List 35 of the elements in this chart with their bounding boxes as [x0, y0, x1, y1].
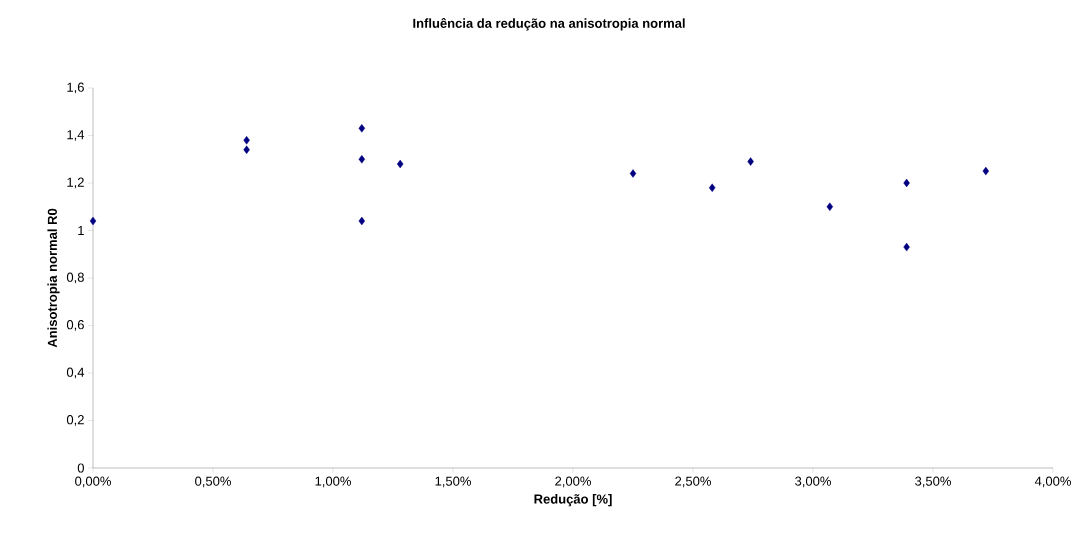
y-tick-label: 1	[78, 226, 84, 235]
point	[903, 178, 910, 188]
y-tick-label: 0,8	[66, 272, 84, 284]
point	[629, 169, 637, 178]
x-tick-label: 0,00%	[75, 476, 111, 488]
x-tick-label: 2,50%	[675, 476, 711, 488]
y-tick-label: 0,2	[66, 415, 84, 426]
point	[709, 183, 716, 192]
point	[358, 155, 366, 164]
point	[243, 145, 250, 154]
y-axis-title: Anisotropia normal R0	[47, 208, 60, 348]
y-tick-label: 1,6	[67, 82, 84, 94]
y-tick-label: 1,4	[67, 130, 85, 141]
point	[243, 136, 250, 145]
point	[397, 159, 404, 169]
x-tick-label: 1,00%	[315, 476, 351, 488]
x-tick-label: 4,00%	[1034, 476, 1071, 488]
x-tick-label: 0,50%	[195, 476, 231, 488]
point	[826, 202, 833, 211]
point	[747, 157, 754, 166]
x-axis-title: Redução [%]	[534, 494, 612, 507]
point	[89, 216, 97, 226]
x-tick-label: 3,00%	[795, 476, 831, 488]
chart-title: Influência da redução na anisotropia normal	[413, 18, 685, 31]
point	[358, 216, 366, 226]
y-tick-label: 0	[77, 463, 84, 473]
point	[903, 242, 910, 252]
x-tick-label: 2,00%	[555, 476, 591, 488]
y-tick-label: 0,4	[66, 367, 85, 379]
y-tick-label: 1,2	[67, 177, 84, 189]
x-tick-label: 1,50%	[435, 476, 471, 488]
point	[982, 166, 989, 176]
x-tick-label: 3,50%	[915, 476, 951, 488]
point	[358, 124, 366, 133]
y-tick-label: 0,6	[66, 320, 84, 331]
